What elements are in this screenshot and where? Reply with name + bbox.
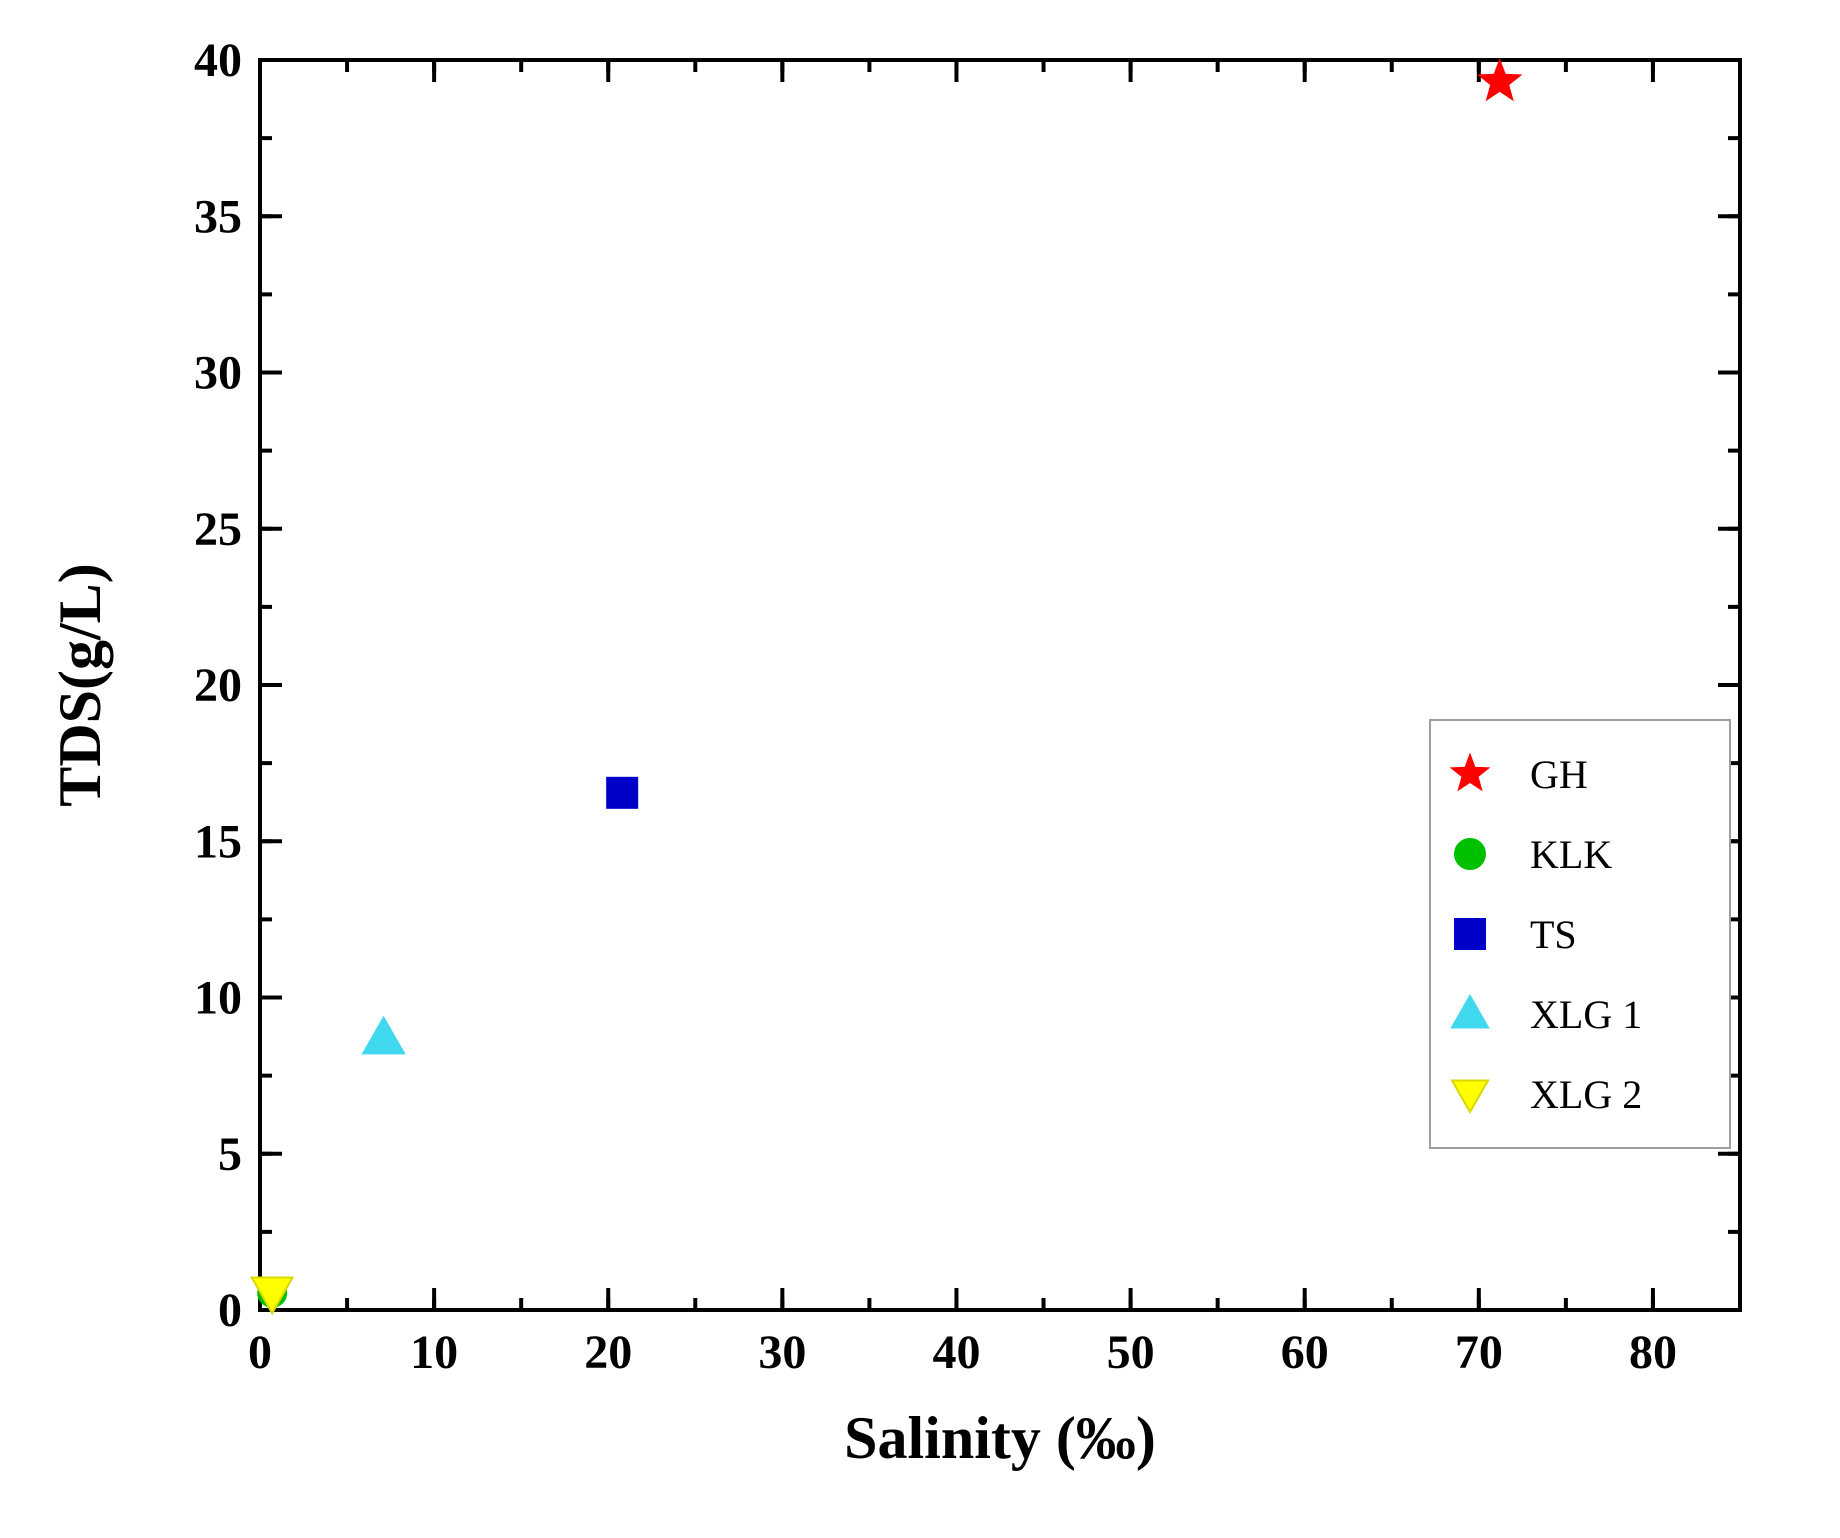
x-tick-label: 30	[758, 1326, 806, 1379]
y-tick-label: 25	[194, 503, 242, 556]
scatter-chart: 0 10 20 30 40 50 60 70 80 Salinity (‰) 0 5 10 15 20 25 3…	[0, 0, 1840, 1538]
legend-label: TS	[1530, 912, 1577, 957]
x-tick-label: 40	[932, 1326, 980, 1379]
x-tick-label: 80	[1629, 1326, 1677, 1379]
y-tick-label: 40	[194, 34, 242, 87]
y-tick-label: 30	[194, 347, 242, 400]
y-tick-label: 5	[218, 1128, 242, 1181]
legend-label: GH	[1530, 752, 1588, 797]
y-tick-label: 15	[194, 815, 242, 868]
y-tick-label: 10	[194, 972, 242, 1025]
x-tick-label: 10	[410, 1326, 458, 1379]
x-tick-label: 0	[248, 1326, 272, 1379]
y-tick-label: 0	[218, 1284, 242, 1337]
x-tick-label: 20	[584, 1326, 632, 1379]
x-axis-label: Salinity (‰)	[844, 1405, 1156, 1471]
x-tick-label: 50	[1107, 1326, 1155, 1379]
data-point	[607, 778, 637, 808]
y-axis-label: TDS(g/L)	[47, 563, 113, 806]
y-tick-label: 35	[194, 190, 242, 243]
x-tick-label: 70	[1455, 1326, 1503, 1379]
legend-label: KLK	[1530, 832, 1612, 877]
x-tick-label: 60	[1281, 1326, 1329, 1379]
legend: GH KLK TS XLG 1 XLG 2	[1430, 720, 1730, 1148]
legend-label: XLG 1	[1530, 992, 1642, 1037]
legend-label: XLG 2	[1530, 1072, 1642, 1117]
y-tick-label: 20	[194, 659, 242, 712]
